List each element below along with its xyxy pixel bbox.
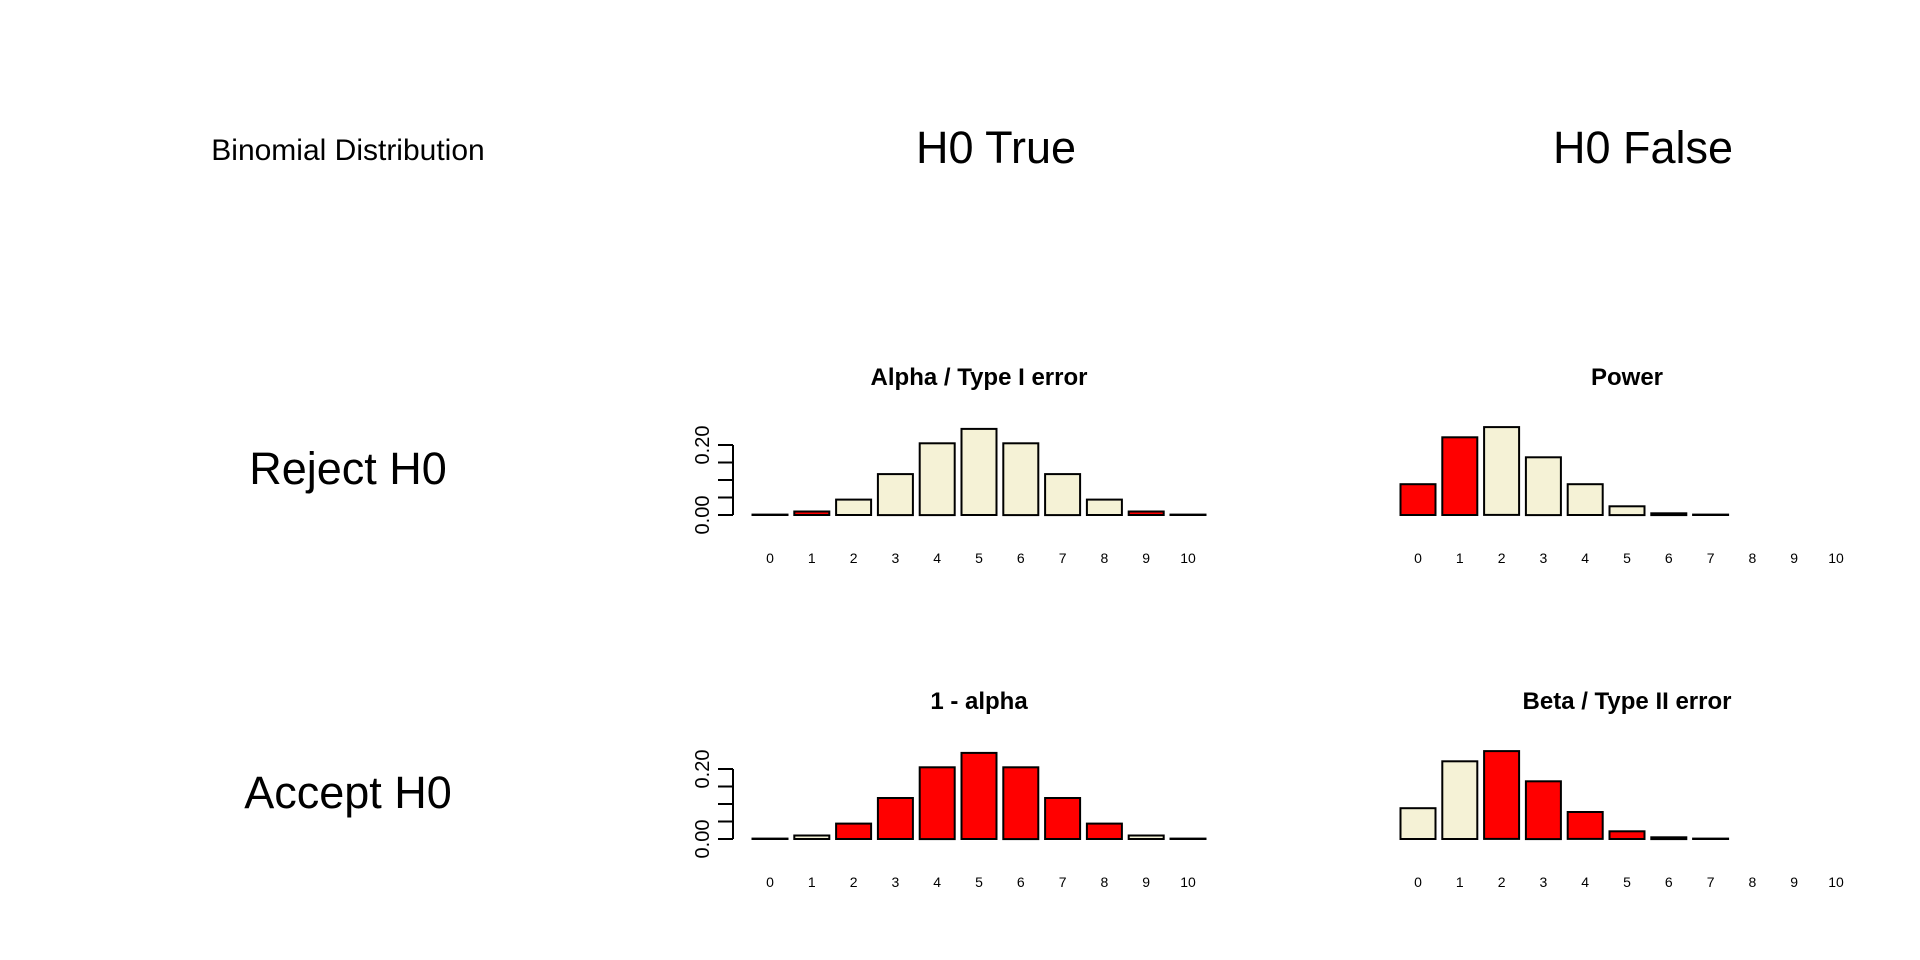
x-tick-label: 8 [1101,874,1109,890]
bar [1127,834,1165,840]
x-tick-label: 10 [1180,874,1196,890]
x-tick-label: 0 [766,874,774,890]
x-tick-label: 4 [1581,874,1589,890]
x-tick-label: 7 [1707,550,1715,566]
x-tick-label: 2 [850,874,858,890]
x-tick-label: 6 [1665,874,1673,890]
chart-title: 1 - alpha [930,688,1028,715]
bar [1127,510,1165,516]
row-title-reject: Reject H0 [249,443,447,494]
x-tick-label: 8 [1749,550,1757,566]
x-tick-label: 3 [892,550,900,566]
bar [1085,498,1123,517]
column-title-h0-true: H0 True [916,122,1076,173]
bar [1524,456,1562,517]
x-tick-label: 0 [1414,550,1422,566]
x-tick-label: 4 [933,550,941,566]
corner-label: Binomial Distribution [211,134,484,167]
x-tick-label: 5 [1623,874,1631,890]
x-tick-label: 2 [1498,874,1506,890]
chart-panel-beta: Beta / Type II error 0 1 2 3 4 5 6 7 8 9 10 [1399,688,1844,890]
bar [1650,512,1688,517]
y-tick-label: 0.00 [692,496,714,535]
x-tick-label: 1 [808,550,816,566]
x-tick-label: 6 [1665,550,1673,566]
bar [1608,830,1646,840]
x-tick-label: 4 [933,874,941,890]
bar [1044,797,1082,840]
chart-panel-one-minus-alpha: 1 - alpha 0 1 2 3 4 5 6 7 8 9 10 0.00 0.20 [692,688,1207,890]
x-tick-label: 3 [1540,874,1548,890]
x-tick-label: 6 [1017,550,1025,566]
x-tick-label: 1 [1456,874,1464,890]
x-tick-label: 6 [1017,874,1025,890]
bar [1483,750,1521,840]
x-tick-label: 5 [975,874,983,890]
x-tick-label: 8 [1101,550,1109,566]
x-tick-label: 4 [1581,550,1589,566]
column-title-h0-false: H0 False [1553,122,1733,173]
x-tick-label: 10 [1828,550,1844,566]
x-tick-label: 9 [1142,550,1150,566]
bar [876,473,914,517]
bar [1002,442,1040,517]
x-tick-label: 7 [1059,550,1067,566]
x-tick-label: 10 [1828,874,1844,890]
x-tick-label: 9 [1790,874,1798,890]
x-tick-label: 1 [808,874,816,890]
x-tick-label: 7 [1707,874,1715,890]
bar [835,822,873,840]
chart-title: Alpha / Type I error [871,364,1088,391]
bar [1608,505,1646,517]
x-tick-label: 8 [1749,874,1757,890]
bar [918,766,956,841]
bar [960,751,998,841]
x-tick-label: 10 [1180,550,1196,566]
x-tick-label: 2 [1498,550,1506,566]
bar [1399,807,1437,841]
bar [918,442,956,517]
x-tick-label: 3 [1540,550,1548,566]
bar [1566,811,1604,840]
chart-panel-power: Power 0 1 2 3 4 5 6 7 8 9 10 [1399,364,1844,566]
bar [1441,436,1479,516]
bar [1524,780,1562,841]
x-tick-label: 3 [892,874,900,890]
bar [1566,483,1604,517]
row-title-accept: Accept H0 [244,767,452,818]
y-tick-label: 0.20 [692,426,714,465]
bar [835,498,873,517]
bar [793,834,831,840]
bar [1441,760,1479,840]
x-tick-label: 9 [1790,550,1798,566]
bar [876,797,914,840]
bar [1085,822,1123,840]
x-tick-label: 5 [975,550,983,566]
bar [1650,836,1688,841]
x-tick-label: 2 [850,550,858,566]
bar [960,427,998,516]
chart-panel-alpha: Alpha / Type I error 0 1 2 3 4 5 6 7 8 9 10 0.00 0.20 [692,364,1207,566]
x-tick-label: 7 [1059,874,1067,890]
bar [1399,483,1437,517]
x-tick-label: 1 [1456,550,1464,566]
bar [793,510,831,516]
chart-title: Power [1591,364,1663,391]
x-tick-label: 9 [1142,874,1150,890]
bar [1044,473,1082,517]
x-tick-label: 0 [1414,874,1422,890]
chart-title: Beta / Type II error [1523,688,1732,715]
bar [1002,766,1040,841]
x-tick-label: 0 [766,550,774,566]
bar [1483,426,1521,516]
y-tick-label: 0.20 [692,750,714,789]
x-tick-label: 5 [1623,550,1631,566]
y-tick-label: 0.00 [692,820,714,859]
